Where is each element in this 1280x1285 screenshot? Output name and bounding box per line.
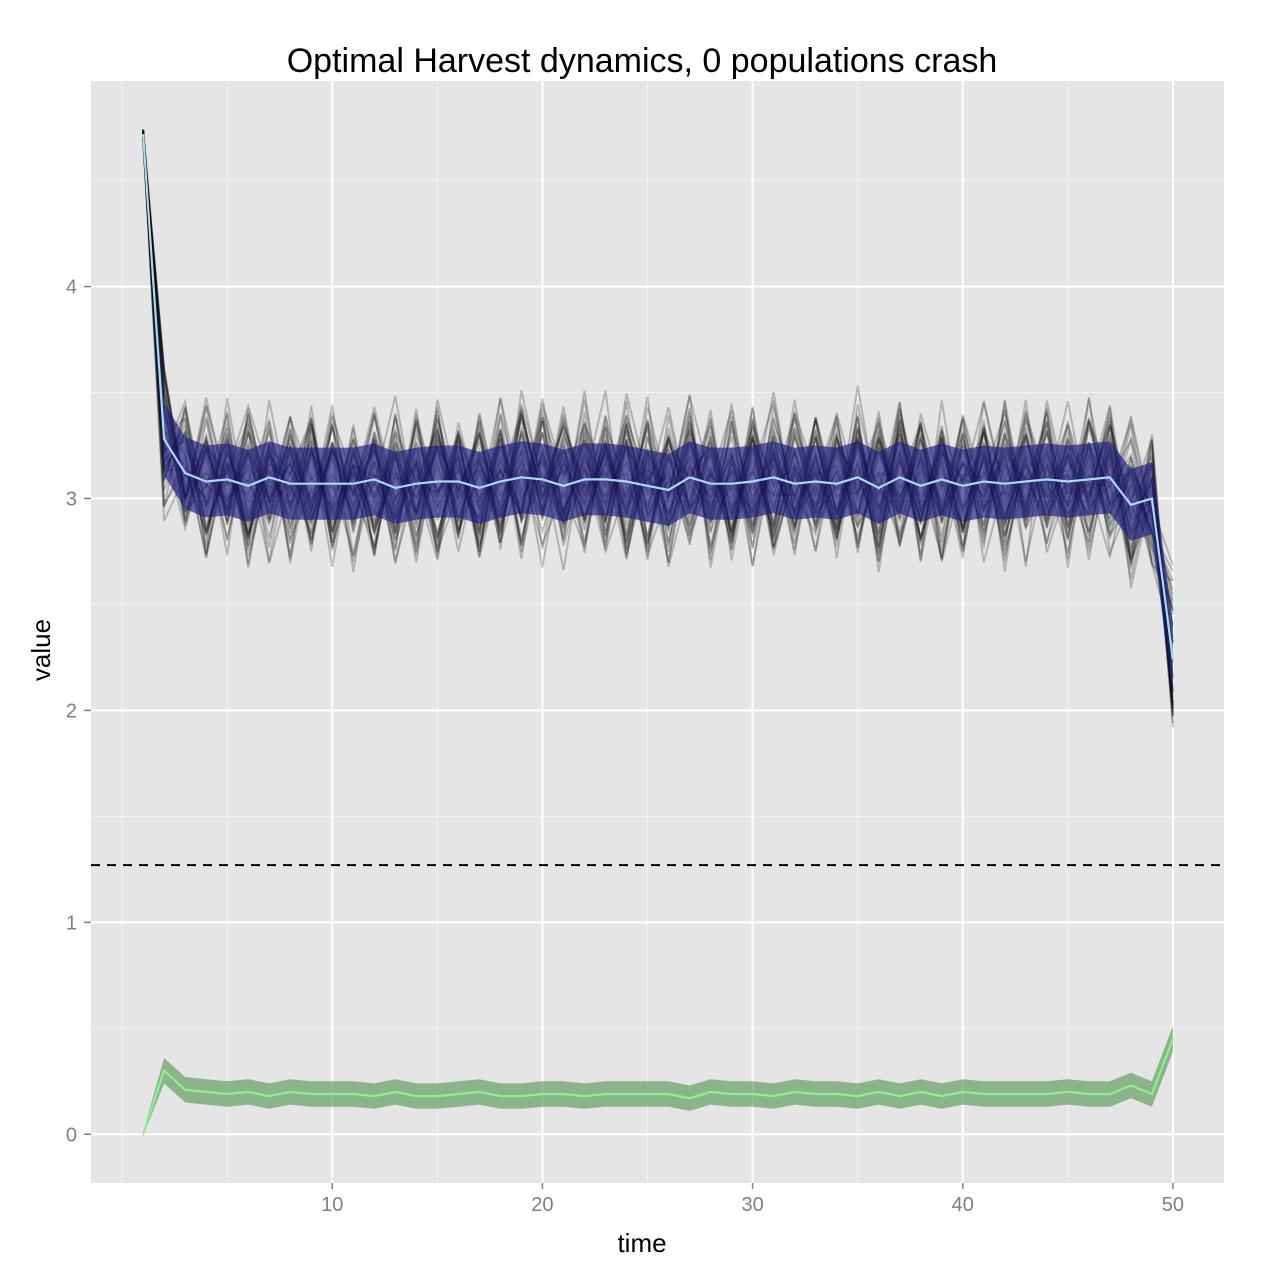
x-tick-label: 50 [1162,1194,1184,1216]
plot-panel [91,81,1224,1183]
confidence-bands [143,131,1173,1137]
x-tick-label: 20 [531,1194,553,1216]
axes: 10 20 30 40 50 0 1 2 3 4 [66,277,1184,1216]
y-axis-label: value [26,619,56,681]
harvest_mean-line [142,1038,1174,1135]
x-tick-label: 30 [741,1194,763,1216]
mean-lines [142,133,1174,1135]
gridlines [91,81,1224,1183]
x-tick-label: 10 [321,1194,343,1216]
x-tick-label: 40 [952,1194,974,1216]
chart-title: Optimal Harvest dynamics, 0 populations … [287,42,998,80]
y-tick-label: 0 [66,1124,77,1146]
y-tick-label: 1 [66,912,77,934]
x-axis-label: time [617,1228,666,1258]
fish_population_mean-line [142,133,1174,660]
harvest_mean-band [143,1026,1173,1137]
y-tick-label: 3 [66,488,77,510]
y-tick-label: 4 [66,277,77,299]
y-tick-label: 2 [66,700,77,722]
